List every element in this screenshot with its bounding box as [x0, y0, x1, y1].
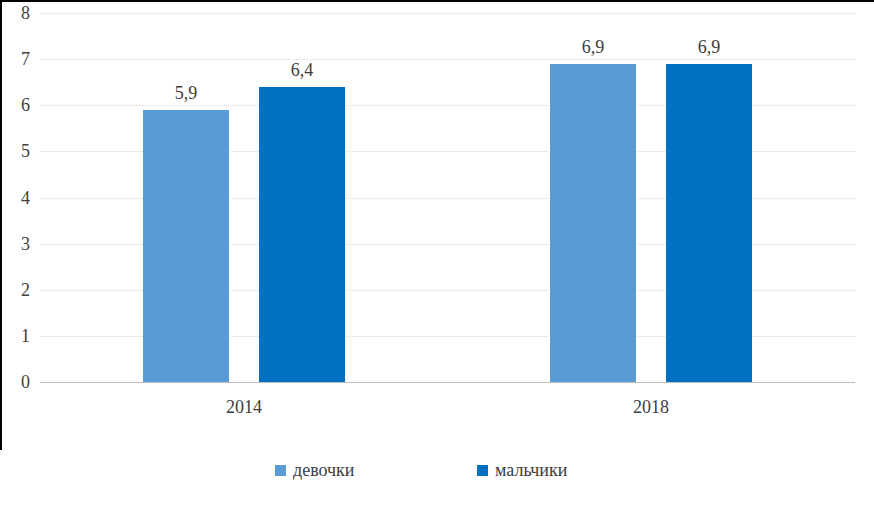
y-gridline	[40, 59, 855, 60]
legend-item-мальчики: мальчики	[477, 461, 567, 479]
y-axis-tick-label: 6	[0, 94, 30, 116]
y-axis-tick-label: 4	[0, 187, 30, 209]
legend-item-девочки: девочки	[275, 461, 355, 479]
x-axis-line	[40, 382, 855, 383]
bar-2018-девочки	[550, 64, 636, 382]
y-axis-tick-label: 3	[0, 233, 30, 255]
data-label: 6,9	[550, 36, 636, 58]
document-top-rule	[0, 0, 874, 2]
legend-swatch-icon	[275, 465, 286, 476]
legend-label: мальчики	[495, 461, 567, 479]
y-axis-tick-label: 8	[0, 2, 30, 24]
y-axis-tick-label: 1	[0, 325, 30, 347]
bar-chart: 0 1 2 3 4 5 6 7 8 5,9 6,4 2014 6,9 6,9 2018 девочки мал…	[0, 0, 874, 511]
data-label: 6,9	[666, 36, 752, 58]
x-axis-category-label: 2018	[591, 396, 711, 418]
data-label: 6,4	[259, 59, 345, 81]
legend-swatch-icon	[477, 465, 488, 476]
bar-2018-мальчики	[666, 64, 752, 382]
bar-2014-мальчики	[259, 87, 345, 382]
y-axis-tick-label: 5	[0, 140, 30, 162]
y-gridline	[40, 13, 855, 14]
bar-2014-девочки	[143, 110, 229, 382]
y-axis-tick-label: 7	[0, 48, 30, 70]
y-axis-tick-label: 0	[0, 371, 30, 393]
x-axis-category-label: 2014	[184, 396, 304, 418]
y-axis-tick-label: 2	[0, 279, 30, 301]
data-label: 5,9	[143, 82, 229, 104]
legend-label: девочки	[293, 461, 355, 479]
